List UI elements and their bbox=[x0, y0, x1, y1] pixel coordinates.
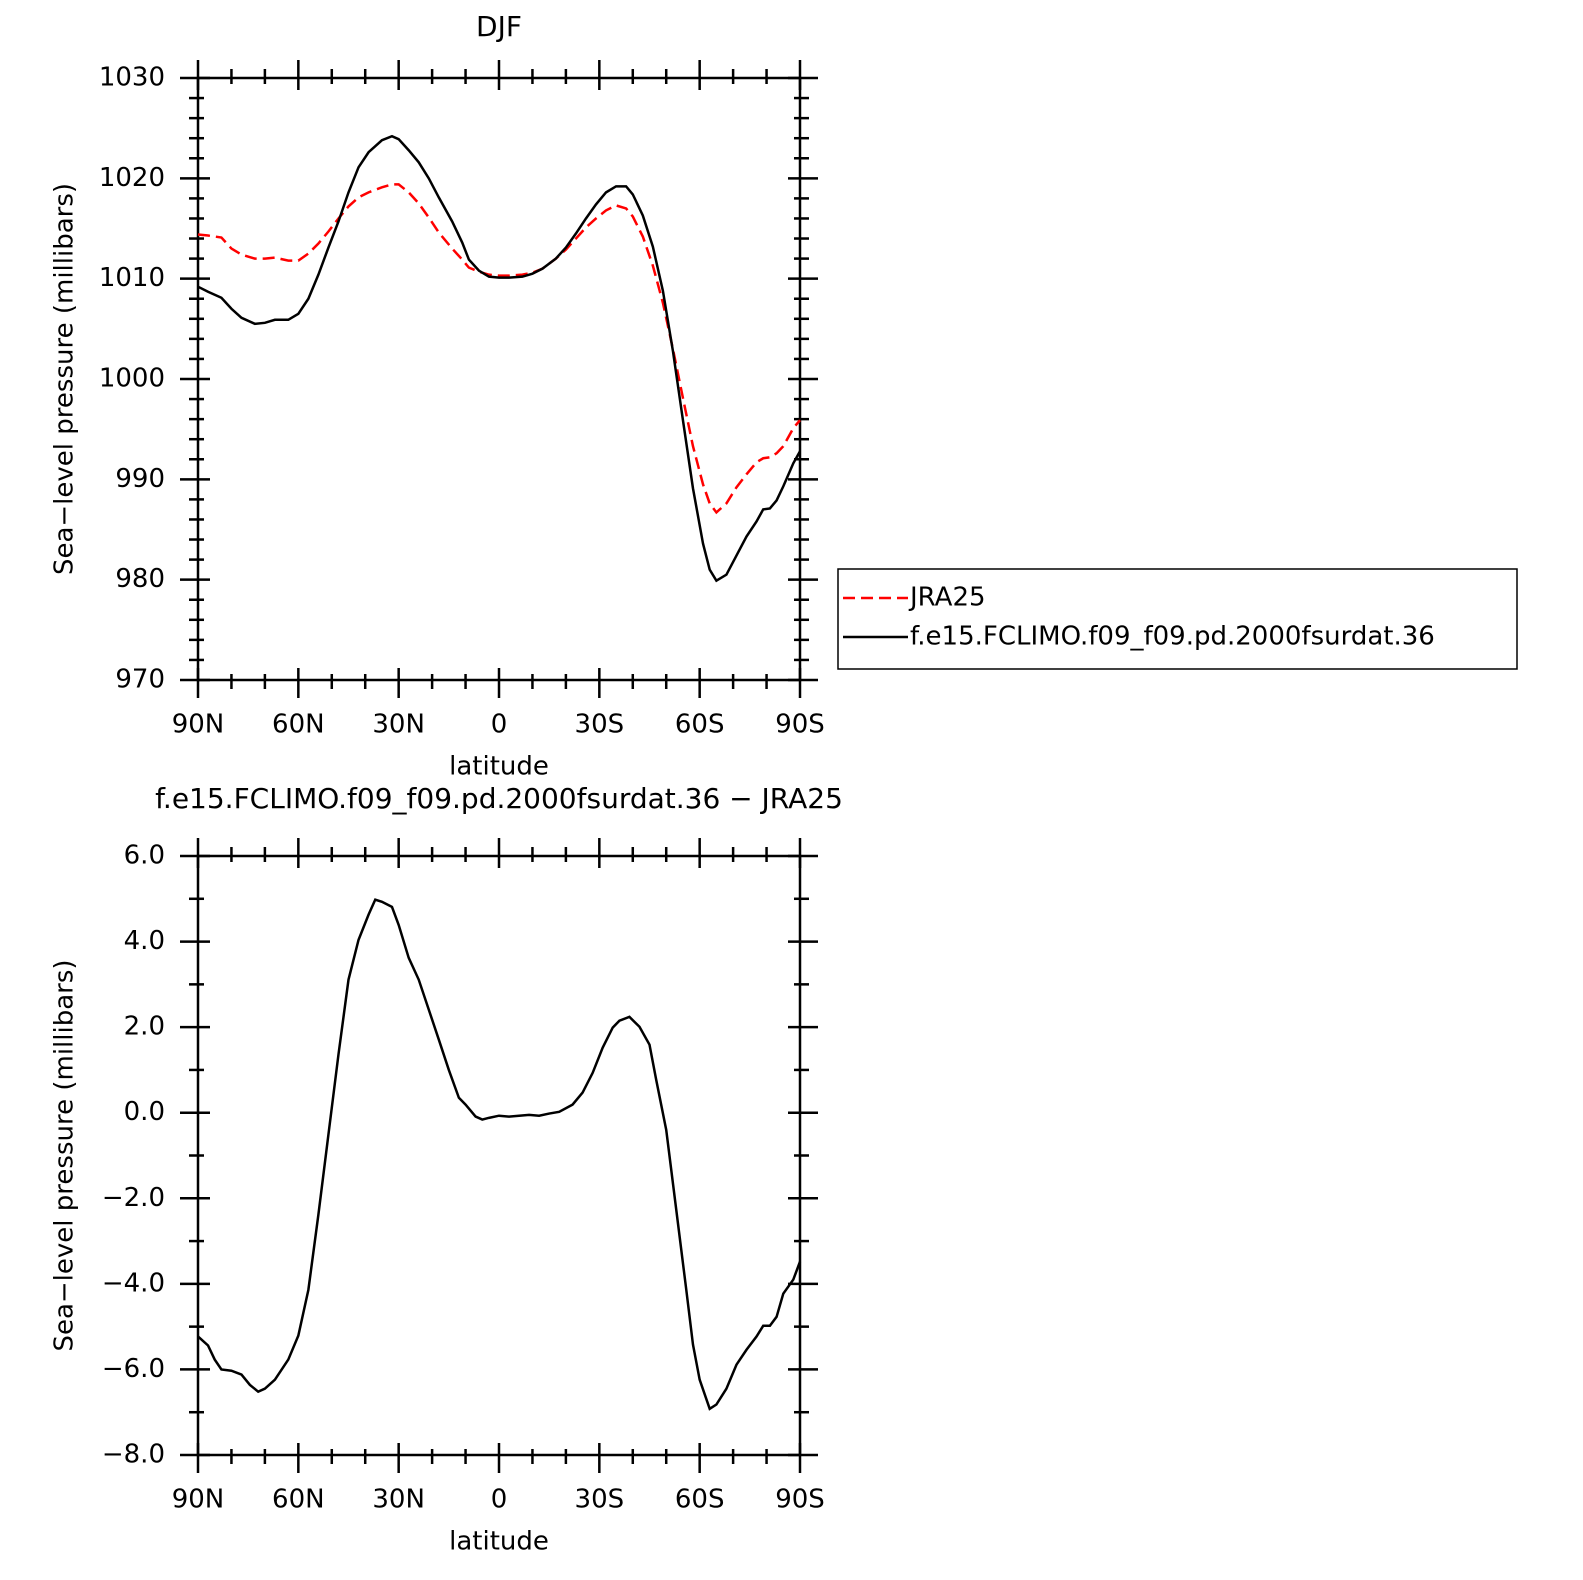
x-tick-label: 30N bbox=[372, 1485, 425, 1515]
data-line bbox=[197, 183, 801, 515]
y-tick-label: −8.0 bbox=[102, 1440, 165, 1470]
x-tick-label: 90S bbox=[775, 1485, 825, 1515]
y-tick-label: −2.0 bbox=[102, 1183, 165, 1213]
y-tick-label: 1030 bbox=[99, 63, 165, 93]
x-tick-label: 90N bbox=[172, 710, 225, 740]
y-tick-label: 990 bbox=[115, 464, 165, 494]
y-tick-label: 1000 bbox=[99, 364, 165, 394]
y-tick-label: 1020 bbox=[99, 163, 165, 193]
plot-frame bbox=[196, 854, 802, 1457]
x-tick-label: 60N bbox=[272, 1485, 325, 1515]
chart-title: f.e15.FCLIMO.f09_f09.pd.2000fsurdat.36 −… bbox=[155, 782, 843, 815]
x-tick-label: 90N bbox=[172, 1485, 225, 1515]
y-tick-label: 4.0 bbox=[124, 926, 165, 956]
y-tick-label: 6.0 bbox=[124, 841, 165, 871]
plot-frame bbox=[196, 76, 802, 682]
y-tick-label: 0.0 bbox=[124, 1097, 165, 1127]
x-tick-label: 30S bbox=[575, 710, 625, 740]
x-tick-label: 60N bbox=[272, 710, 325, 740]
y-tick-label: −4.0 bbox=[102, 1268, 165, 1298]
y-tick-label: −6.0 bbox=[102, 1354, 165, 1384]
x-tick-label: 60S bbox=[675, 710, 725, 740]
y-tick-label: 1010 bbox=[99, 263, 165, 293]
x-tick-label: 90S bbox=[775, 710, 825, 740]
y-axis-label: Sea−level pressure (millibars) bbox=[50, 959, 80, 1351]
legend-label: f.e15.FCLIMO.f09_f09.pd.2000fsurdat.36 bbox=[910, 622, 1435, 652]
y-tick-label: 2.0 bbox=[124, 1012, 165, 1042]
y-tick-label: 980 bbox=[115, 564, 165, 594]
x-tick-label: 30N bbox=[372, 710, 425, 740]
y-tick-label: 970 bbox=[115, 665, 165, 695]
chart-title: DJF bbox=[476, 10, 522, 43]
legend-box bbox=[837, 568, 1518, 670]
x-axis-label: latitude bbox=[449, 1527, 549, 1557]
x-tick-label: 0 bbox=[491, 710, 508, 740]
data-line bbox=[197, 134, 802, 583]
x-tick-label: 30S bbox=[575, 1485, 625, 1515]
x-tick-label: 60S bbox=[675, 1485, 725, 1515]
data-line bbox=[197, 898, 802, 1411]
legend-label: JRA25 bbox=[908, 583, 986, 613]
x-tick-label: 0 bbox=[491, 1485, 508, 1515]
y-axis-label: Sea−level pressure (millibars) bbox=[50, 183, 80, 575]
x-axis-label: latitude bbox=[449, 752, 549, 782]
